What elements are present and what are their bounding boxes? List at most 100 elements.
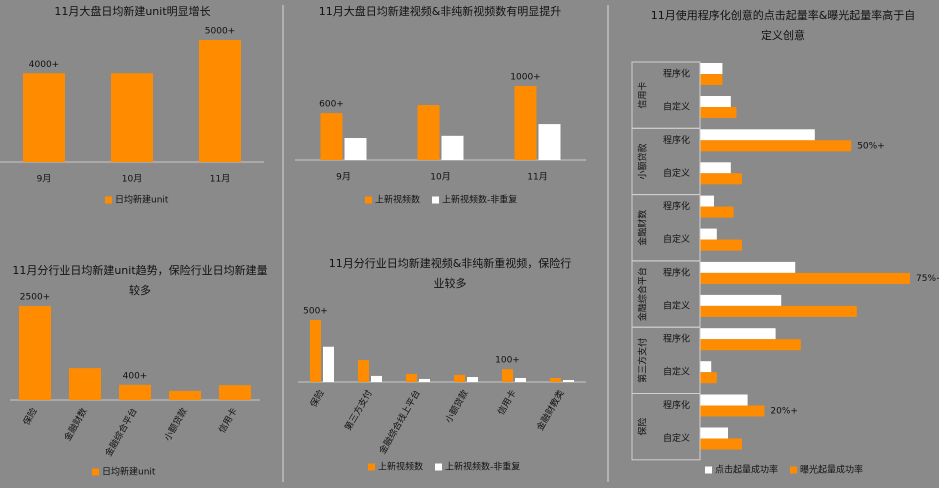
bar (700, 272, 910, 284)
legend-swatch (368, 463, 375, 471)
bar (700, 63, 723, 74)
x-tick-label: 小额贷款 (442, 388, 470, 425)
chart-title: 11月使用程序化创意的点击起量率&曝光起量率高于自定义创意 (650, 9, 916, 42)
y-tick-label: 程序化 (663, 68, 690, 80)
y-tick-label: 自定义 (663, 233, 690, 245)
bar (700, 361, 712, 373)
y-tick-label: 自定义 (663, 366, 690, 378)
bar (563, 380, 574, 382)
bar (700, 206, 734, 218)
bar (417, 105, 440, 160)
bar (323, 346, 334, 382)
y-tick-label: 程序化 (663, 200, 690, 212)
x-tick-label: 信用卡 (495, 388, 519, 417)
y-tick-label: 程序化 (663, 134, 690, 146)
bar (538, 124, 561, 160)
y-tick-label: 自定义 (663, 299, 690, 311)
bar (700, 305, 857, 317)
bar (700, 438, 742, 450)
value-label: 4000+ (29, 60, 59, 70)
bar (199, 40, 241, 162)
bar (700, 162, 731, 174)
bar (700, 405, 765, 417)
x-tick-label: 保险 (20, 406, 39, 428)
group-label: 小额贷款 (637, 143, 649, 179)
legend-label: 上新视频数-非重复 (445, 461, 520, 473)
legend-swatch (435, 463, 443, 471)
bar (700, 328, 776, 340)
y-tick-label: 程序化 (663, 333, 690, 345)
bar (700, 239, 742, 251)
x-tick-label: 11月 (210, 174, 230, 185)
legend-label: 日均新建unit (115, 194, 169, 206)
value-label: 400+ (123, 371, 148, 381)
bar (700, 107, 737, 118)
bar (219, 385, 251, 400)
legend-swatch (92, 468, 99, 476)
x-tick-label: 金融综合线上平台 (376, 388, 422, 456)
legend-swatch (105, 196, 112, 204)
value-label: 5000+ (205, 27, 235, 37)
legend-label: 上新视频数 (378, 461, 423, 473)
value-label: 600+ (319, 100, 344, 110)
bar (700, 394, 748, 406)
bar (700, 140, 852, 152)
legend-label: 上新视频数-非重复 (442, 194, 517, 206)
x-tick-label: 9月 (336, 172, 351, 183)
x-tick-label: 10月 (122, 174, 142, 185)
legend-label: 曝光起量成功率 (800, 464, 863, 476)
legend-swatch (365, 196, 372, 204)
value-label: 20%+ (770, 407, 798, 417)
bar (69, 368, 101, 400)
group-label: 第三方支付 (637, 338, 649, 383)
bar (111, 73, 153, 162)
bar (502, 369, 513, 382)
legend-swatch (432, 196, 440, 204)
group-label: 信用卡 (637, 82, 649, 109)
x-tick-label: 10月 (430, 172, 450, 183)
x-tick-label: 信用卡 (216, 406, 240, 435)
bar (700, 228, 717, 240)
legend-label: 上新视频数 (375, 194, 420, 206)
bar (344, 138, 367, 160)
x-tick-label: 金融财数 (61, 406, 89, 443)
bar (514, 86, 537, 160)
y-tick-label: 自定义 (663, 167, 690, 179)
y-tick-label: 自定义 (663, 432, 690, 444)
bar (700, 294, 782, 306)
bar (467, 377, 478, 382)
bar (454, 374, 465, 382)
x-tick-label: 第三方支付 (342, 388, 375, 433)
legend-swatch (790, 466, 798, 474)
x-tick-label: 11月 (527, 172, 547, 183)
bar (119, 384, 151, 400)
legend-label: 日均新建unit (102, 466, 156, 478)
group-label: 金融综合平台 (637, 267, 649, 321)
legend-swatch (705, 466, 712, 474)
chart-title: 11月分行业日均新建unit趋势，保险行业日均新建量较多 (12, 264, 268, 297)
bar (550, 377, 561, 382)
x-tick-label: 金融财教类 (534, 388, 567, 433)
legend-label: 点击起量成功率 (715, 464, 778, 476)
value-label: 1000+ (510, 73, 540, 83)
bar (700, 173, 742, 185)
bar (419, 378, 430, 382)
bar (700, 372, 717, 384)
bar (19, 306, 51, 400)
bar (23, 73, 65, 162)
value-label: 2500+ (20, 293, 50, 303)
value-label: 100+ (495, 356, 520, 366)
x-tick-label: 9月 (37, 174, 52, 185)
group-label: 保险 (637, 418, 649, 436)
bar (700, 261, 796, 273)
bar (371, 375, 382, 382)
y-tick-label: 程序化 (663, 399, 690, 411)
bar (700, 339, 801, 351)
bar (358, 360, 369, 382)
group-label: 金融财数 (637, 210, 649, 246)
bar (700, 74, 723, 85)
bar (406, 373, 417, 382)
bar (700, 195, 714, 207)
